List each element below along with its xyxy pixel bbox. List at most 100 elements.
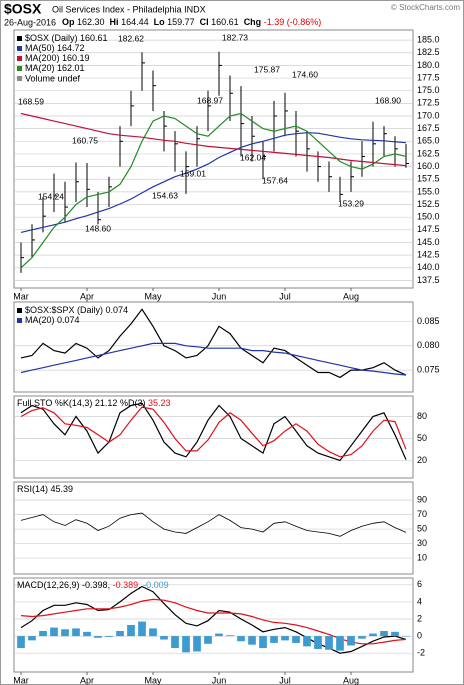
histogram-bar (248, 636, 256, 645)
y-tick-label: 172.5 (417, 98, 440, 108)
watermark: © StockCharts.com (391, 3, 460, 12)
y-tick-label: 165.0 (417, 136, 440, 146)
x-tick-label: Mar (13, 291, 29, 301)
legend-entry: MA(200) 160.19 (25, 53, 90, 63)
histogram-bar (193, 636, 201, 652)
histogram-bar (28, 636, 36, 641)
legend-title: RSI(14) (17, 484, 48, 494)
legend-entry: $OSX (Daily) 160.61 (25, 33, 108, 43)
panel-frame (13, 395, 414, 479)
legend-name: %D(3) (120, 398, 146, 408)
legend-value: 21.12 (95, 398, 118, 408)
price-annotation: 159.01 (180, 168, 206, 178)
price-annotation: 168.90 (375, 95, 401, 105)
y-tick-label: 175.0 (417, 85, 440, 95)
histogram-bar (61, 629, 69, 637)
legend-entry: MA(20) 0.074 (25, 315, 80, 325)
quote-label: Op (62, 17, 75, 27)
y-tick-label: 145.0 (417, 237, 440, 247)
y-tick-label: 150.0 (417, 212, 440, 222)
histogram-bar (72, 628, 80, 637)
legend-name: %K(14,3) (55, 398, 93, 408)
index-name: Oil Services Index - Philadelphia INDX (52, 4, 206, 14)
price-annotation: 160.75 (72, 135, 98, 145)
histogram-bar (182, 636, 190, 653)
quote-value: 162.30 (77, 17, 105, 27)
y-tick-label: 177.5 (417, 72, 440, 82)
x-tick-label: Apr (80, 675, 94, 685)
histogram-bar (380, 630, 388, 637)
y-tick-label: -2 (417, 648, 425, 658)
histogram-bar (347, 636, 355, 646)
legend-value: -0.398 (82, 580, 108, 590)
legend-row: RSI(14) 45.39 (17, 484, 73, 494)
histogram-bar (83, 631, 91, 637)
legend-entry: $OSX:$SPX (Daily) 0.074 (25, 305, 128, 315)
price-annotation: 153.29 (338, 198, 364, 208)
y-tick-label: 155.0 (417, 186, 440, 196)
y-tick-label: 162.5 (417, 148, 440, 158)
panel-frame (13, 577, 414, 673)
y-tick-label: 50 (417, 433, 427, 443)
x-tick-label: Jun (212, 675, 227, 685)
y-tick-label: 182.5 (417, 47, 440, 57)
histogram-bar (138, 621, 146, 637)
y-tick-label: 0.080 (417, 340, 440, 350)
y-tick-label: 147.5 (417, 224, 440, 234)
histogram-bar (270, 636, 278, 643)
quote-label: Hi (110, 17, 119, 27)
legend-swatch (17, 36, 22, 41)
histogram-bar (94, 636, 102, 638)
legend-value: 45.39 (51, 484, 74, 494)
series-line (20, 406, 407, 458)
price-annotation: 154.63 (152, 190, 178, 200)
quote-line: Op 162.30 Hi 164.44 Lo 159.77 Cl 160.61 Chg … (62, 17, 321, 27)
y-tick-label: 170.0 (417, 110, 440, 120)
series-line (20, 342, 407, 376)
y-tick-label: 152.5 (417, 199, 440, 209)
panel-frame (13, 29, 414, 289)
histogram-bar (39, 630, 47, 637)
histogram-bar (204, 636, 212, 644)
y-tick-label: 50 (417, 523, 427, 533)
histogram-bar (50, 627, 58, 637)
x-tick-label: Jul (279, 291, 291, 301)
quote-label: Lo (154, 17, 165, 27)
legend-name: $OSX (Daily) (25, 33, 78, 43)
x-tick-label: Aug (343, 291, 359, 301)
histogram-bar (314, 636, 322, 649)
legend-swatch (17, 66, 22, 71)
legend-name: MA(20) (25, 315, 55, 325)
histogram-bar (127, 625, 135, 637)
legend-swatch (17, 76, 22, 81)
histogram-bar (402, 636, 410, 637)
histogram-bar (358, 636, 366, 639)
series-line (20, 308, 407, 379)
quote-date: 26-Aug-2016 (4, 17, 56, 27)
histogram-bar (171, 636, 179, 649)
price-annotation: 174.60 (292, 69, 318, 79)
x-tick-label: Jul (279, 675, 291, 685)
histogram-bar (325, 636, 333, 650)
histogram-bar (17, 636, 25, 649)
y-tick-label: 4 (417, 596, 422, 606)
y-tick-label: 140.0 (417, 262, 440, 272)
separator: , (108, 580, 113, 590)
legend-value: -0.389 (113, 580, 139, 590)
y-tick-label: 70 (417, 509, 427, 519)
price-annotation: 154.24 (38, 191, 64, 201)
series-line (20, 585, 407, 654)
legend-value: 35.23 (148, 398, 171, 408)
symbol: $OSX (4, 1, 42, 17)
x-tick-label: May (144, 675, 162, 685)
quote-value: 164.44 (121, 17, 149, 27)
legend-value: 160.19 (62, 53, 90, 63)
y-tick-label: 0.085 (417, 316, 440, 326)
histogram-bar (369, 633, 377, 637)
legend-title: Full STO (17, 398, 52, 408)
y-tick-label: 80 (417, 411, 427, 421)
